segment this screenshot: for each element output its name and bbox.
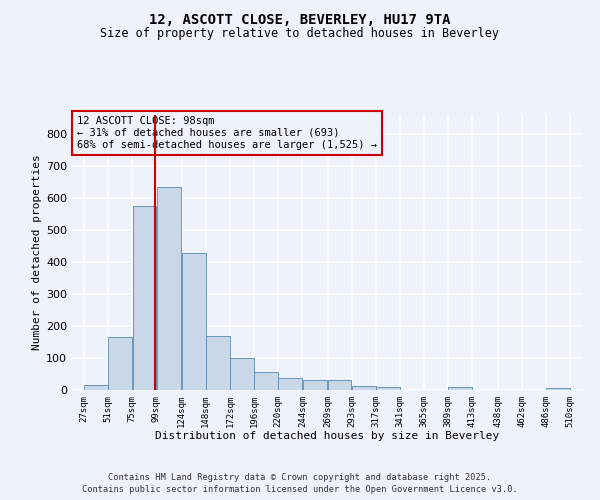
Bar (109, 337, 132, 390)
Text: Contains HM Land Registry data © Crown copyright and database right 2025.: Contains HM Land Registry data © Crown c… (109, 473, 491, 482)
Text: 12, ASCOTT CLOSE, BEVERLEY, HU17 9TA: 12, ASCOTT CLOSE, BEVERLEY, HU17 9TA (149, 12, 451, 26)
Bar (328, 380, 352, 390)
Text: Contains public sector information licensed under the Open Government Licence v3: Contains public sector information licen… (82, 486, 518, 494)
Text: Size of property relative to detached houses in Beverley: Size of property relative to detached ho… (101, 28, 499, 40)
Bar (376, 387, 400, 390)
X-axis label: Distribution of detached houses by size in Beverley: Distribution of detached houses by size … (155, 432, 499, 442)
Bar (230, 358, 254, 390)
Bar (302, 380, 328, 390)
Text: 12 ASCOTT CLOSE: 98sqm
← 31% of detached houses are smaller (693)
68% of semi-de: 12 ASCOTT CLOSE: 98sqm ← 31% of detached… (77, 116, 377, 150)
Bar (254, 372, 278, 390)
Bar (157, 187, 181, 390)
Bar (448, 388, 472, 390)
Bar (206, 336, 230, 390)
Bar (546, 388, 570, 390)
Bar (133, 206, 157, 390)
Bar (84, 385, 108, 390)
Y-axis label: Number of detached properties: Number of detached properties (32, 154, 42, 350)
Bar (182, 252, 206, 390)
Bar (278, 378, 302, 390)
Bar (352, 386, 376, 390)
